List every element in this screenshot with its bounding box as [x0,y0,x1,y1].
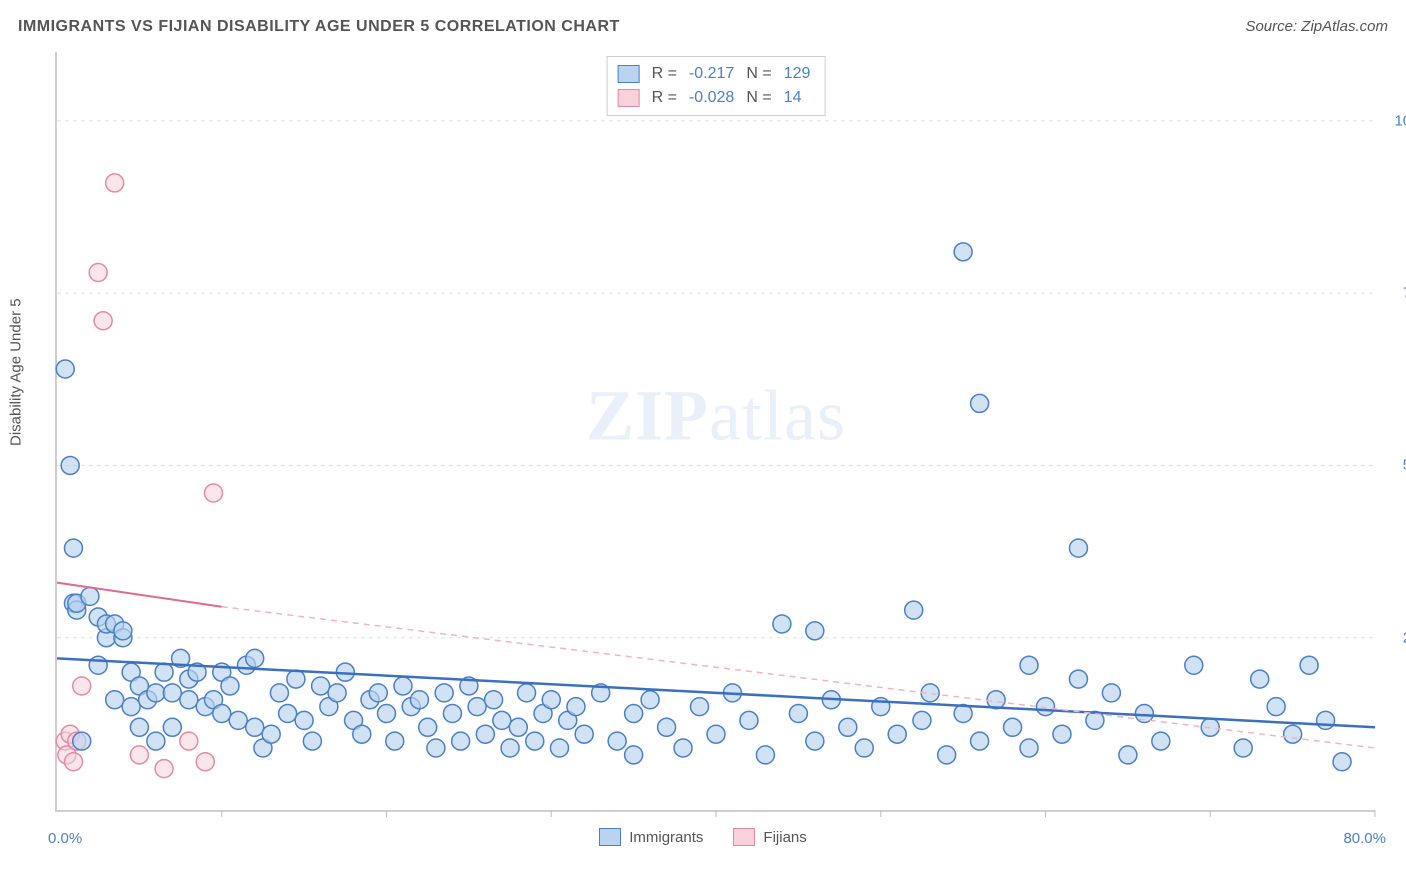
y-tick-label: 10.0% [1394,112,1406,129]
chart-area: ZIPatlas R = -0.217 N = 129 R = -0.028 N… [55,52,1375,812]
stats-fijians-N: 14 [784,86,802,110]
title-bar: IMMIGRANTS VS FIJIAN DISABILITY AGE UNDE… [18,18,1388,46]
stats-R-label-2: R = [652,86,677,110]
legend-label-immigrants: Immigrants [629,829,703,846]
legend-item-immigrants: Immigrants [599,828,703,846]
root: IMMIGRANTS VS FIJIAN DISABILITY AGE UNDE… [0,0,1406,892]
bottom-legend: Immigrants Fijians [0,828,1406,846]
stats-fijians-R: -0.028 [689,86,734,110]
stats-R-label: R = [652,62,677,86]
stats-row-fijians: R = -0.028 N = 14 [618,86,811,110]
swatch-immigrants-icon [618,65,640,83]
chart-title: IMMIGRANTS VS FIJIAN DISABILITY AGE UNDE… [18,18,620,35]
source-label: Source: ZipAtlas.com [1245,18,1388,35]
legend-label-fijians: Fijians [763,829,806,846]
y-axis-label: Disability Age Under 5 [8,298,25,446]
stats-immigrants-R: -0.217 [689,62,734,86]
stats-row-immigrants: R = -0.217 N = 129 [618,62,811,86]
stats-N-label-2: N = [746,86,771,110]
plot-svg [57,52,1375,810]
swatch-fijians-icon [618,89,640,107]
stats-immigrants-N: 129 [784,62,811,86]
legend-swatch-immigrants-icon [599,828,621,846]
stats-N-label: N = [746,62,771,86]
legend-item-fijians: Fijians [733,828,806,846]
stats-legend-box: R = -0.217 N = 129 R = -0.028 N = 14 [607,56,826,116]
legend-swatch-fijians-icon [733,828,755,846]
